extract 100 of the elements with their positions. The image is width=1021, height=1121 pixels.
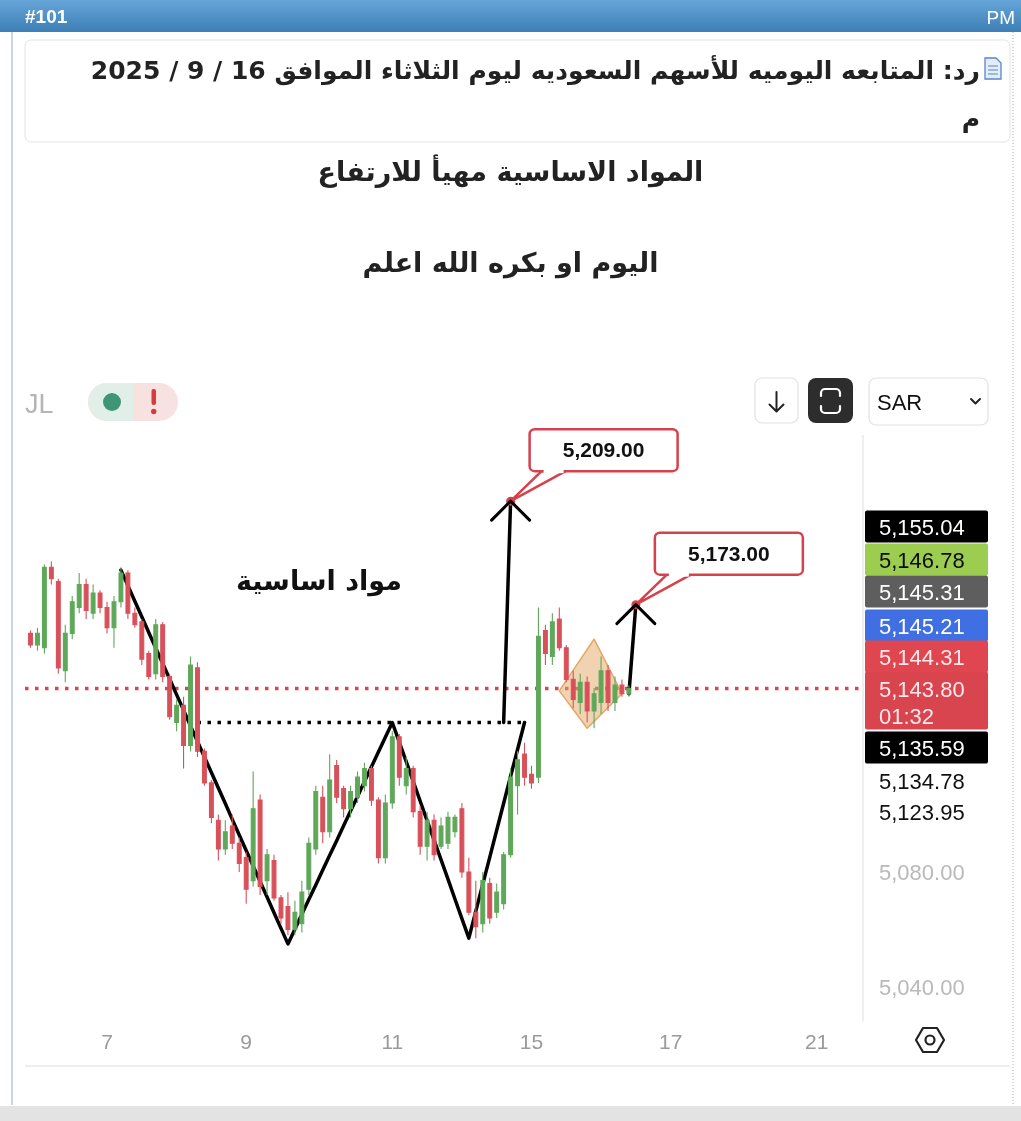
x-tick-label: 7 [101,1030,113,1053]
candlestick [28,629,33,649]
candlestick [160,621,166,683]
candlestick [195,661,200,758]
candlestick [612,675,618,712]
candlestick [236,836,242,873]
candlestick [375,796,381,864]
candlestick [139,618,145,666]
candlestick [208,779,214,824]
candlestick [292,900,298,936]
candlestick [494,882,500,919]
text: 5,145.21 [879,613,965,639]
candlestick [257,793,263,896]
candlestick [34,627,40,652]
candlestick [368,765,374,807]
candlestick [243,851,249,905]
candlestick [605,664,611,712]
candlestick [542,624,548,666]
annotation: 5,209.00 [562,438,645,462]
chart-subtitle: المواد الاساسية مهيأ للارتفاع [316,153,705,190]
candlestick [598,655,604,715]
candlestick [556,606,562,652]
text: 01:32 [879,703,935,729]
text: 5,144.31 [879,644,965,670]
candlestick [549,612,555,666]
text: 5,155.04 [879,514,965,540]
candlestick [487,877,493,925]
candlestick [459,802,465,879]
candlestick [355,770,360,804]
candlestick [431,813,437,862]
candlestick [591,687,597,729]
y-tick-label: 5,040.00 [879,975,965,1000]
annotation: مواد اساسية [235,565,403,597]
x-tick-label: 17 [658,1030,683,1053]
x-tick-label: 9 [240,1030,253,1053]
text: PM [986,7,1015,28]
ref-line-label: 5,143.80 [879,676,965,702]
candlestick [466,857,472,916]
candlestick [229,813,235,850]
annotation: 5,173.00 [687,541,770,565]
candlestick [424,811,430,862]
candlestick [535,606,541,784]
candlestick [181,696,187,770]
candlestick [55,578,61,675]
text: 5,135.59 [879,735,965,761]
candlestick [529,765,534,790]
candlestick [626,684,632,698]
candlestick [577,673,583,715]
candlestick [69,595,75,640]
candlestick [188,655,193,752]
candlestick [215,813,221,862]
candlestick [62,624,68,683]
candlestick [48,560,54,586]
candlestick [153,618,159,680]
text: 5,134.78 [879,768,965,794]
text: 5,146.78 [879,547,965,573]
candlestick [125,569,131,620]
candlestick [382,793,388,864]
y-tick-label: 5,080.00 [879,860,965,885]
candlestick [522,742,527,787]
candlestick [264,848,270,896]
candlestick [83,578,89,620]
candlestick [584,675,590,724]
text: 5,145.31 [879,579,965,605]
text: SAR [877,390,923,415]
candlestick [334,759,340,804]
candlestick [327,753,333,839]
candlestick [76,572,82,614]
x-tick-label: 15 [519,1030,544,1053]
candlestick [410,765,416,818]
candlestick [515,750,521,816]
candlestick [250,770,256,887]
x-tick-label: 11 [381,1030,404,1053]
candlestick [473,880,479,939]
candlestick [41,563,47,655]
text: اليوم او بكره الله اعلم [361,246,660,281]
candlestick [563,644,569,683]
candlestick [146,650,152,680]
candlestick [201,747,207,787]
text: 5,123.95 [879,799,965,825]
candlestick [396,733,402,787]
candlestick [348,785,354,818]
text: #101 [25,6,68,27]
candlestick [222,819,228,856]
candlestick [320,785,326,844]
candlestick [417,805,423,856]
candlestick [389,730,395,810]
candlestick [313,785,319,856]
text: JL [25,389,54,419]
chart-title: رد: المتابعه اليوميه للأسهم السعوديه ليوم الثلاثاء الموافق 16 / 9 / 2025 م [89,54,980,135]
candlestick [341,785,347,818]
candlestick [174,698,180,732]
x-tick-label: 21 [805,1030,829,1053]
candlestick [480,871,486,933]
candlestick [132,606,138,629]
candlestick [299,880,305,933]
candlestick [403,756,409,795]
candlestick [306,836,312,896]
candlestick [508,767,514,859]
candlestick [501,851,507,910]
